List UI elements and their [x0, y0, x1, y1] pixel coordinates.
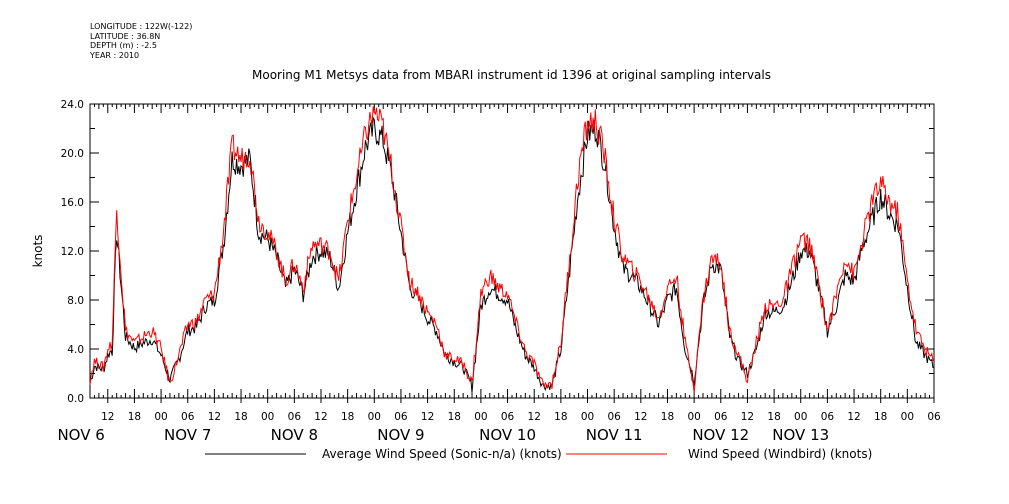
x-day-label: NOV 7: [164, 426, 211, 444]
y-tick-label: 8.0: [67, 295, 84, 307]
x-hour-label: 12: [634, 411, 647, 423]
x-hour-label: 12: [314, 411, 327, 423]
x-hour-label: 06: [821, 411, 835, 423]
x-hour-label: 12: [208, 411, 221, 423]
x-hour-label: 12: [101, 411, 114, 423]
y-tick-label: 24.0: [61, 99, 84, 111]
x-hour-label: 06: [927, 411, 941, 423]
x-hour-label: 00: [154, 411, 167, 423]
x-hour-label: 00: [368, 411, 381, 423]
x-hour-label: 00: [474, 411, 487, 423]
series-line-average-wind: [89, 116, 935, 393]
x-day-label: NOV 13: [772, 426, 829, 444]
x-hour-label: 18: [448, 411, 461, 423]
y-tick-label: 20.0: [61, 148, 84, 160]
x-hour-label: 12: [421, 411, 434, 423]
y-tick-label: 4.0: [67, 344, 84, 356]
x-hour-label: 18: [661, 411, 674, 423]
x-hour-label: 18: [128, 411, 141, 423]
x-hour-label: 18: [341, 411, 354, 423]
x-hour-label: 12: [741, 411, 754, 423]
x-hour-label: 18: [874, 411, 887, 423]
x-hour-label: 00: [901, 411, 914, 423]
x-hour-label: 18: [767, 411, 780, 423]
x-hour-label: 12: [528, 411, 541, 423]
x-hour-label: 00: [687, 411, 700, 423]
chart-series: [89, 106, 935, 393]
y-tick-label: 12.0: [61, 246, 84, 258]
x-day-label: NOV 12: [692, 426, 749, 444]
x-hour-label: 06: [181, 411, 195, 423]
y-tick-label: 16.0: [61, 197, 84, 209]
x-hour-label: 06: [714, 411, 728, 423]
x-hour-label: 06: [394, 411, 408, 423]
x-hour-label: 06: [288, 411, 302, 423]
meta-year: YEAR : 2010: [90, 50, 140, 60]
location-metadata: LONGITUDE : 122W(-122) LATITUDE : 36.8N …: [90, 22, 192, 60]
x-day-label: NOV 11: [586, 426, 643, 444]
y-axis-label: knots: [31, 235, 45, 268]
x-day-label: NOV 9: [377, 426, 424, 444]
x-hour-label: 00: [581, 411, 594, 423]
x-day-label: NOV 8: [271, 426, 318, 444]
meta-latitude: LATITUDE : 36.8N: [90, 31, 161, 41]
x-hour-label: 06: [607, 411, 621, 423]
x-hour-label: 18: [554, 411, 567, 423]
legend-label-windbird: Wind Speed (Windbird) (knots): [688, 447, 872, 461]
x-hour-label: 00: [794, 411, 807, 423]
y-tick-label: 0.0: [67, 393, 84, 405]
chart-title: Mooring M1 Metsys data from MBARI instru…: [252, 68, 771, 82]
x-hour-label: 06: [501, 411, 515, 423]
meta-depth: DEPTH (m) : -2.5: [90, 41, 157, 50]
x-day-label: NOV 10: [479, 426, 536, 444]
x-hour-label: 12: [847, 411, 860, 423]
series-line-windbird: [89, 106, 935, 393]
x-hour-label: 00: [261, 411, 274, 423]
chart-axes: 0.0 4.0 8.0 12.0 16.0 20.0 24.0 12 18 00 06 12 18 00 0…: [57, 99, 941, 444]
meta-longitude: LONGITUDE : 122W(-122): [90, 22, 193, 31]
chart-legend: Average Wind Speed (Sonic-n/a) (knots) W…: [205, 447, 872, 461]
legend-label-average-wind: Average Wind Speed (Sonic-n/a) (knots): [322, 447, 562, 461]
x-hour-label: 18: [234, 411, 247, 423]
x-day-label: NOV 6: [57, 426, 104, 444]
